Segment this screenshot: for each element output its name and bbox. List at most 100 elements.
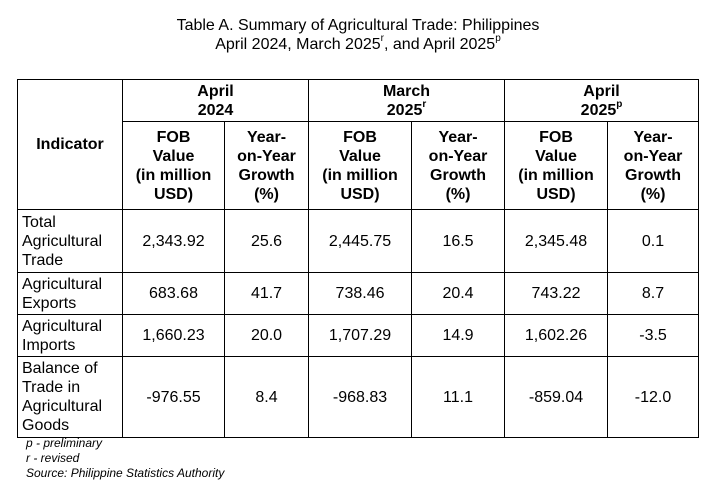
value-cell: 41.7 [223, 272, 310, 315]
value-cell: 1,660.23 [122, 314, 225, 357]
header-line: Value [152, 147, 195, 165]
header-line: (%) [640, 185, 666, 203]
header-line: Value [535, 147, 577, 165]
header-line: Year- [246, 128, 287, 146]
title-line-1: Table A. Summary of Agricultural Trade: … [176, 17, 540, 34]
table-row-exports: Agricultural Exports 683.68 41.7 738.46 2… [17, 272, 700, 315]
period-mark: p [616, 98, 623, 110]
fob-value-header: FOB Value (in million USD) [504, 121, 609, 210]
indicator-cell: Agricultural Imports [17, 314, 123, 357]
period-month: April [197, 82, 234, 100]
header-line: (in million [518, 166, 594, 184]
header-line: FOB [156, 128, 191, 146]
header-line: on-Year [237, 147, 296, 165]
value-cell: 2,343.92 [122, 209, 225, 273]
yoy-growth-header: Year-on-Year Growth (%) [411, 121, 506, 210]
indicator-line: Agricultural [22, 275, 103, 293]
indicator-line: Trade [22, 251, 64, 269]
header-line: (in million [322, 166, 398, 184]
fob-value-header: FOB Value (in million USD) [122, 121, 225, 210]
header-line: (in million [135, 166, 212, 184]
header-line: (%) [254, 185, 279, 203]
fob-value-header: FOB Value (in million USD) [308, 121, 413, 210]
header-line: Year- [438, 128, 478, 146]
indicator-cell: Total Agricultural Trade [17, 209, 123, 273]
value-cell: 2,445.75 [308, 209, 413, 273]
title-periods-part-1: April 2024, March 2025 [215, 36, 381, 53]
indicator-line: Total [22, 213, 56, 231]
indicator-line: Trade in [22, 379, 81, 396]
value-cell: -968.83 [308, 356, 413, 438]
value-cell: -3.5 [607, 314, 700, 357]
header-line: Value [339, 147, 381, 165]
preliminary-mark: p [495, 33, 501, 44]
value-cell: -859.04 [504, 356, 609, 438]
value-cell: -12.0 [607, 356, 700, 438]
table-row-balance: Balance of Trade in Agricultural Goods -976… [17, 356, 700, 438]
yoy-growth-header: Year-on-Year Growth (%) [223, 121, 310, 210]
indicator-cell: Balance of Trade in Agricultural Goods [17, 356, 123, 438]
value-cell: 11.1 [411, 356, 506, 438]
value-cell: 1,707.29 [308, 314, 413, 357]
period-month: April [583, 82, 620, 100]
agricultural-trade-table: Indicator April 2024 March 2025r April 2… [17, 79, 700, 438]
header-line: USD) [153, 185, 194, 203]
header-line: USD) [340, 185, 380, 203]
table-notes: p - preliminary r - revised Source: Phil… [26, 436, 224, 481]
value-cell: 738.46 [308, 272, 413, 315]
indicator-line: Agricultural [22, 398, 103, 415]
header-row-periods: Indicator April 2024 March 2025r April 2… [17, 79, 700, 210]
value-cell: 20.0 [223, 314, 310, 357]
yoy-growth-header: Year-on-Year Growth (%) [607, 121, 700, 210]
indicator-line: Agricultural [22, 232, 103, 250]
period-year: 2025p [505, 98, 698, 120]
table-row-imports: Agricultural Imports 1,660.23 20.0 1,707.… [17, 314, 700, 357]
period-year-value: 2025 [580, 101, 617, 119]
period-year-value: 2024 [197, 101, 234, 119]
header-line: Growth [430, 166, 487, 184]
title-periods-part-2: , and April 2025 [384, 36, 496, 53]
indicator-header: Indicator [17, 79, 123, 210]
table-title: Table A. Summary of Agricultural Trade: … [0, 16, 716, 54]
indicator-cell: Agricultural Exports [17, 272, 123, 315]
title-line-2: April 2024, March 2025r, and April 2025p [0, 33, 716, 54]
value-cell: 8.4 [223, 356, 310, 438]
header-line: Growth [238, 166, 295, 184]
period-year: 2024 [123, 101, 308, 120]
header-line: FOB [539, 128, 573, 146]
period-year: 2025r [309, 98, 504, 120]
value-cell: 25.6 [223, 209, 310, 273]
table-row-total-trade: Total Agricultural Trade 2,343.92 25.6 2,4… [17, 209, 700, 273]
indicator-line: Imports [22, 336, 76, 354]
header-line: Year- [633, 128, 673, 146]
header-line: on-Year [428, 147, 488, 165]
period-month: March [382, 82, 431, 100]
value-cell: 2,345.48 [504, 209, 609, 273]
indicator-line: Balance of [22, 360, 98, 377]
value-cell: 743.22 [504, 272, 609, 315]
note-source: Source: Philippine Statistics Authority [26, 466, 225, 480]
note-preliminary: p - preliminary [26, 436, 103, 450]
period-mark: r [422, 98, 427, 110]
value-cell: -976.55 [122, 356, 225, 438]
indicator-line: Agricultural [22, 317, 103, 335]
header-line: (%) [445, 185, 471, 203]
indicator-line: Exports [22, 294, 77, 312]
value-cell: 683.68 [122, 272, 225, 315]
period-year-value: 2025 [386, 101, 423, 119]
value-cell: 14.9 [411, 314, 506, 357]
header-line: on-Year [623, 147, 683, 165]
value-cell: 1,602.26 [504, 314, 609, 357]
note-revised: r - revised [26, 451, 80, 465]
value-cell: 20.4 [411, 272, 506, 315]
header-line: Growth [625, 166, 682, 184]
value-cell: 8.7 [607, 272, 700, 315]
header-line: USD) [536, 185, 576, 203]
period-header-april-2025: April 2025p [504, 79, 700, 122]
revised-mark: r [380, 33, 384, 44]
value-cell: 0.1 [607, 209, 700, 273]
value-cell: 16.5 [411, 209, 506, 273]
indicator-line: Goods [22, 417, 70, 434]
header-line: FOB [343, 128, 377, 146]
period-header-march-2025: March 2025r [308, 79, 506, 122]
